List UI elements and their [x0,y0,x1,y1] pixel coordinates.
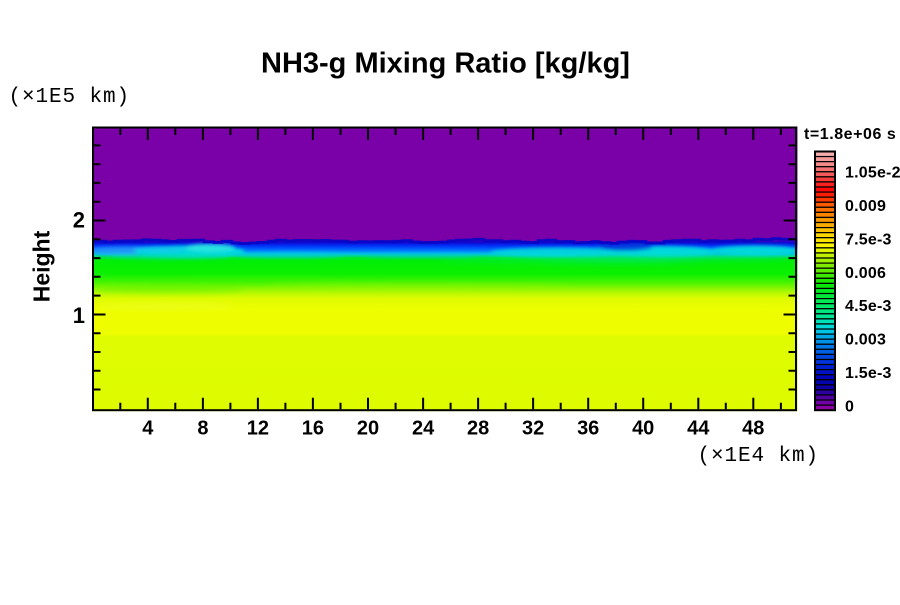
svg-text:32: 32 [522,418,544,440]
svg-text:36: 36 [577,418,599,440]
svg-text:4.5e-3: 4.5e-3 [845,298,892,315]
svg-text:40: 40 [632,418,654,440]
svg-text:1.05e-2: 1.05e-2 [845,164,900,181]
svg-text:2: 2 [73,208,85,233]
svg-text:12: 12 [247,418,269,440]
svg-text:0: 0 [845,399,854,416]
svg-text:7.5e-3: 7.5e-3 [845,231,892,248]
svg-text:16: 16 [302,418,324,440]
svg-text:20: 20 [357,418,379,440]
svg-text:(×1E4 km): (×1E4 km) [698,445,820,468]
svg-text:t=1.8e+06 s: t=1.8e+06 s [804,126,896,143]
svg-text:1.5e-3: 1.5e-3 [845,365,892,382]
svg-text:48: 48 [742,418,764,440]
svg-text:0.009: 0.009 [845,198,886,215]
svg-text:0.003: 0.003 [845,332,886,349]
svg-text:44: 44 [687,418,710,440]
svg-text:(×1E5 km): (×1E5 km) [9,86,131,109]
svg-text:4: 4 [142,418,154,440]
svg-text:NH3-g Mixing Ratio [kg/kg]: NH3-g Mixing Ratio [kg/kg] [261,48,630,80]
svg-text:Height: Height [29,230,55,302]
svg-text:1: 1 [73,303,85,328]
svg-text:24: 24 [412,418,435,440]
svg-text:28: 28 [467,418,489,440]
svg-text:0.006: 0.006 [845,265,886,282]
svg-text:8: 8 [197,418,208,440]
